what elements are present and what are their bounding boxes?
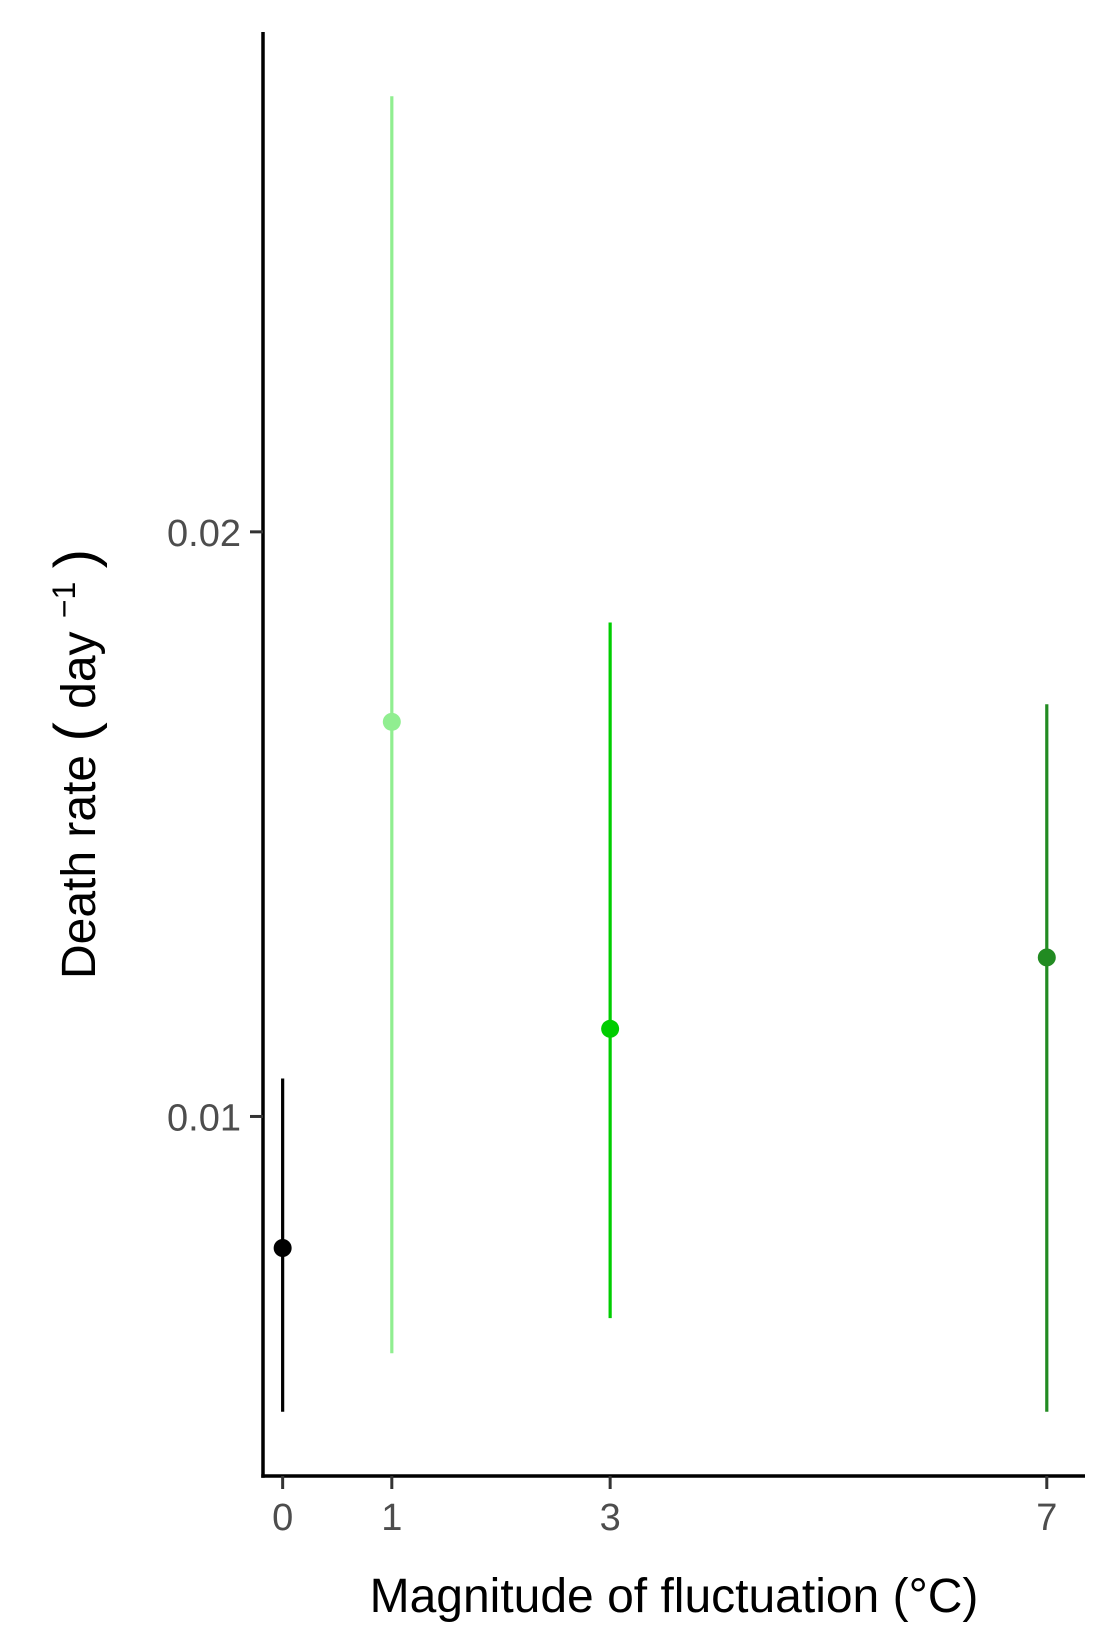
x-tick-label: 0 bbox=[272, 1497, 293, 1539]
y-axis-title-open-paren: ( bbox=[43, 722, 108, 741]
y-axis-title: Death rate ( day −1 ) bbox=[33, 549, 108, 979]
data-point bbox=[1037, 948, 1056, 967]
data-point bbox=[273, 1239, 292, 1257]
x-axis-title: Magnitude of fluctuation (°C) bbox=[370, 1570, 979, 1623]
y-axis-title-main: Death rate bbox=[53, 755, 106, 979]
x-tick-label: 1 bbox=[381, 1497, 402, 1539]
y-axis-title-exponent: −1 bbox=[46, 582, 82, 618]
y-axis-ticks: 0.01 0.02 bbox=[167, 513, 263, 1139]
x-axis-ticks: 0 1 3 7 bbox=[272, 1476, 1057, 1539]
x-tick-label: 7 bbox=[1036, 1497, 1057, 1539]
chart-marks bbox=[273, 96, 1056, 1412]
data-point bbox=[601, 1019, 620, 1038]
data-point bbox=[382, 712, 401, 731]
y-tick-label: 0.01 bbox=[167, 1097, 241, 1139]
y-tick-label: 0.02 bbox=[167, 513, 241, 555]
y-axis-title-unit: day bbox=[53, 631, 106, 708]
x-tick-label: 3 bbox=[600, 1497, 621, 1539]
y-axis-title-close-paren: ) bbox=[43, 549, 108, 568]
